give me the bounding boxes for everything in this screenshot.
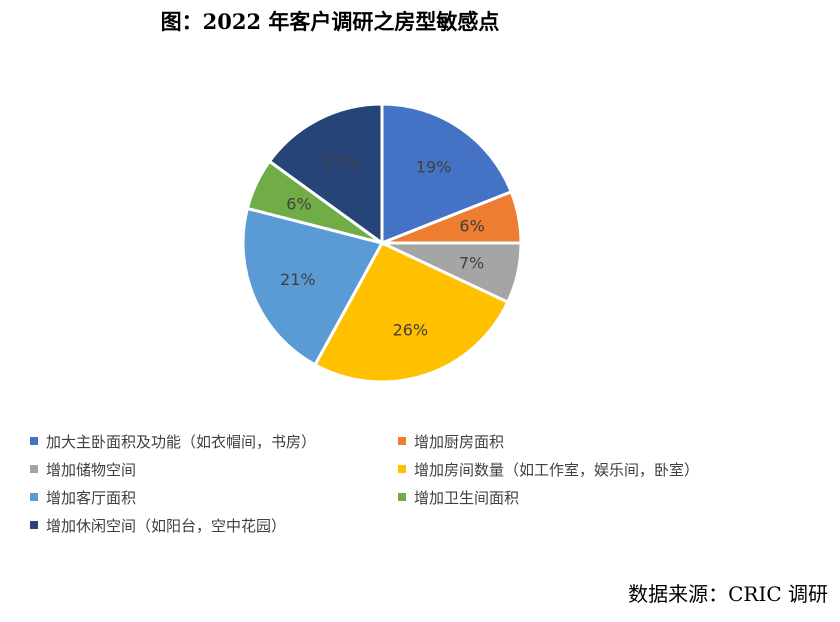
legend-item-7: 增加休闲空间（如阳台，空中花园） [30, 514, 398, 536]
legend-label: 增加房间数量（如工作室，娱乐间，卧室） [414, 460, 700, 479]
legend-swatch [30, 493, 38, 501]
legend-item-1: 加大主卧面积及功能（如衣帽间，书房） [30, 430, 398, 452]
data-source-note: 数据来源：CRIC 调研 [628, 582, 828, 606]
pie-data-label-1: 19% [416, 158, 452, 177]
legend-label: 加大主卧面积及功能（如衣帽间，书房） [46, 432, 317, 451]
chart-legend: 加大主卧面积及功能（如衣帽间，书房） 增加厨房面积增加储物空间 增加房间数量（如工作… [30, 430, 790, 536]
legend-item-6: 增加卫生间面积 [398, 486, 778, 508]
legend-label: 增加休闲空间（如阳台，空中花园） [46, 516, 287, 535]
legend-swatch [398, 437, 406, 445]
legend-swatch [398, 465, 406, 473]
pie-data-label-5: 21% [280, 270, 316, 289]
pie-data-label-4: 26% [393, 321, 429, 340]
legend-item-4: 增加房间数量（如工作室，娱乐间，卧室） [398, 458, 778, 480]
legend-label: 增加储物空间 [46, 460, 137, 479]
legend-item-3: 增加储物空间 [30, 458, 398, 480]
legend-label: 增加厨房面积 [414, 432, 505, 451]
pie-slice-1 [380, 102, 514, 246]
legend-item-2: 增加厨房面积 [398, 430, 778, 452]
pie-data-label-7: 15% [323, 152, 359, 171]
pie-data-label-2: 6% [459, 216, 484, 235]
legend-swatch [30, 521, 38, 529]
legend-label: 增加卫生间面积 [414, 488, 520, 507]
legend-item-5: 增加客厅面积 [30, 486, 398, 508]
legend-swatch [30, 465, 38, 473]
legend-swatch [30, 437, 38, 445]
legend-label: 增加客厅面积 [46, 488, 137, 507]
legend-swatch [398, 493, 406, 501]
pie-slice-7 [267, 102, 384, 246]
pie-slice-5 [241, 206, 385, 367]
pie-data-label-6: 6% [286, 194, 311, 213]
chart-title: 图：2022 年客户调研之房型敏感点 [160, 9, 500, 34]
pie-data-label-3: 7% [459, 254, 484, 273]
